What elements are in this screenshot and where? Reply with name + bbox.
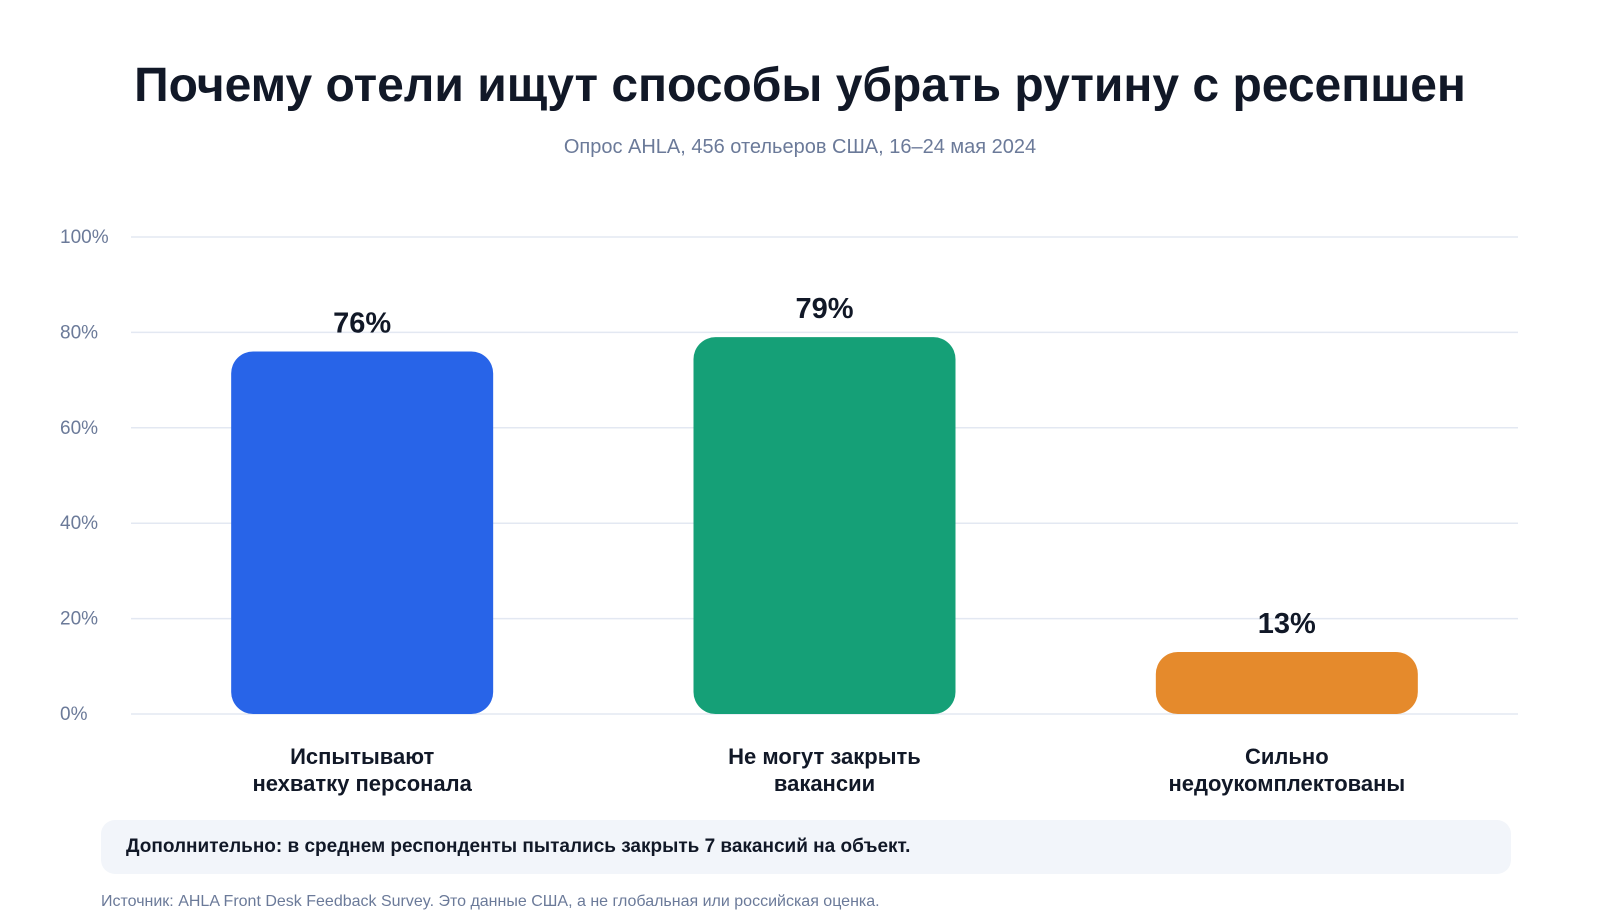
y-tick-label: 100% xyxy=(60,227,109,248)
y-tick-label: 60% xyxy=(60,418,98,439)
category-label: нехватку персонала xyxy=(252,771,472,796)
value-label: 13% xyxy=(1258,608,1316,640)
y-tick-label: 80% xyxy=(60,322,98,343)
note-text: Дополнительно: в среднем респонденты пыт… xyxy=(126,836,911,857)
y-tick-label: 20% xyxy=(60,609,98,630)
y-tick-label: 0% xyxy=(60,704,88,725)
value-label: 79% xyxy=(795,293,853,325)
bar xyxy=(693,337,956,714)
note-box: Дополнительно: в среднем респонденты пыт… xyxy=(101,820,1511,874)
category-label: Не могут закрыть xyxy=(728,744,921,769)
category-label: недоукомплектованы xyxy=(1168,771,1405,796)
value-label: 76% xyxy=(333,307,391,339)
chart-title: Почему отели ищут способы убрать рутину … xyxy=(134,59,1466,112)
category-label: Сильно xyxy=(1245,744,1329,769)
bar xyxy=(1155,651,1418,714)
chart-subtitle: Опрос AHLA, 456 отельеров США, 16–24 мая… xyxy=(563,136,1037,158)
source-note: Источник: AHLA Front Desk Feedback Surve… xyxy=(101,893,880,910)
category-label: Испытывают xyxy=(290,744,434,769)
y-tick-label: 40% xyxy=(60,513,98,534)
bar xyxy=(231,351,494,714)
category-label: вакансии xyxy=(774,771,875,796)
